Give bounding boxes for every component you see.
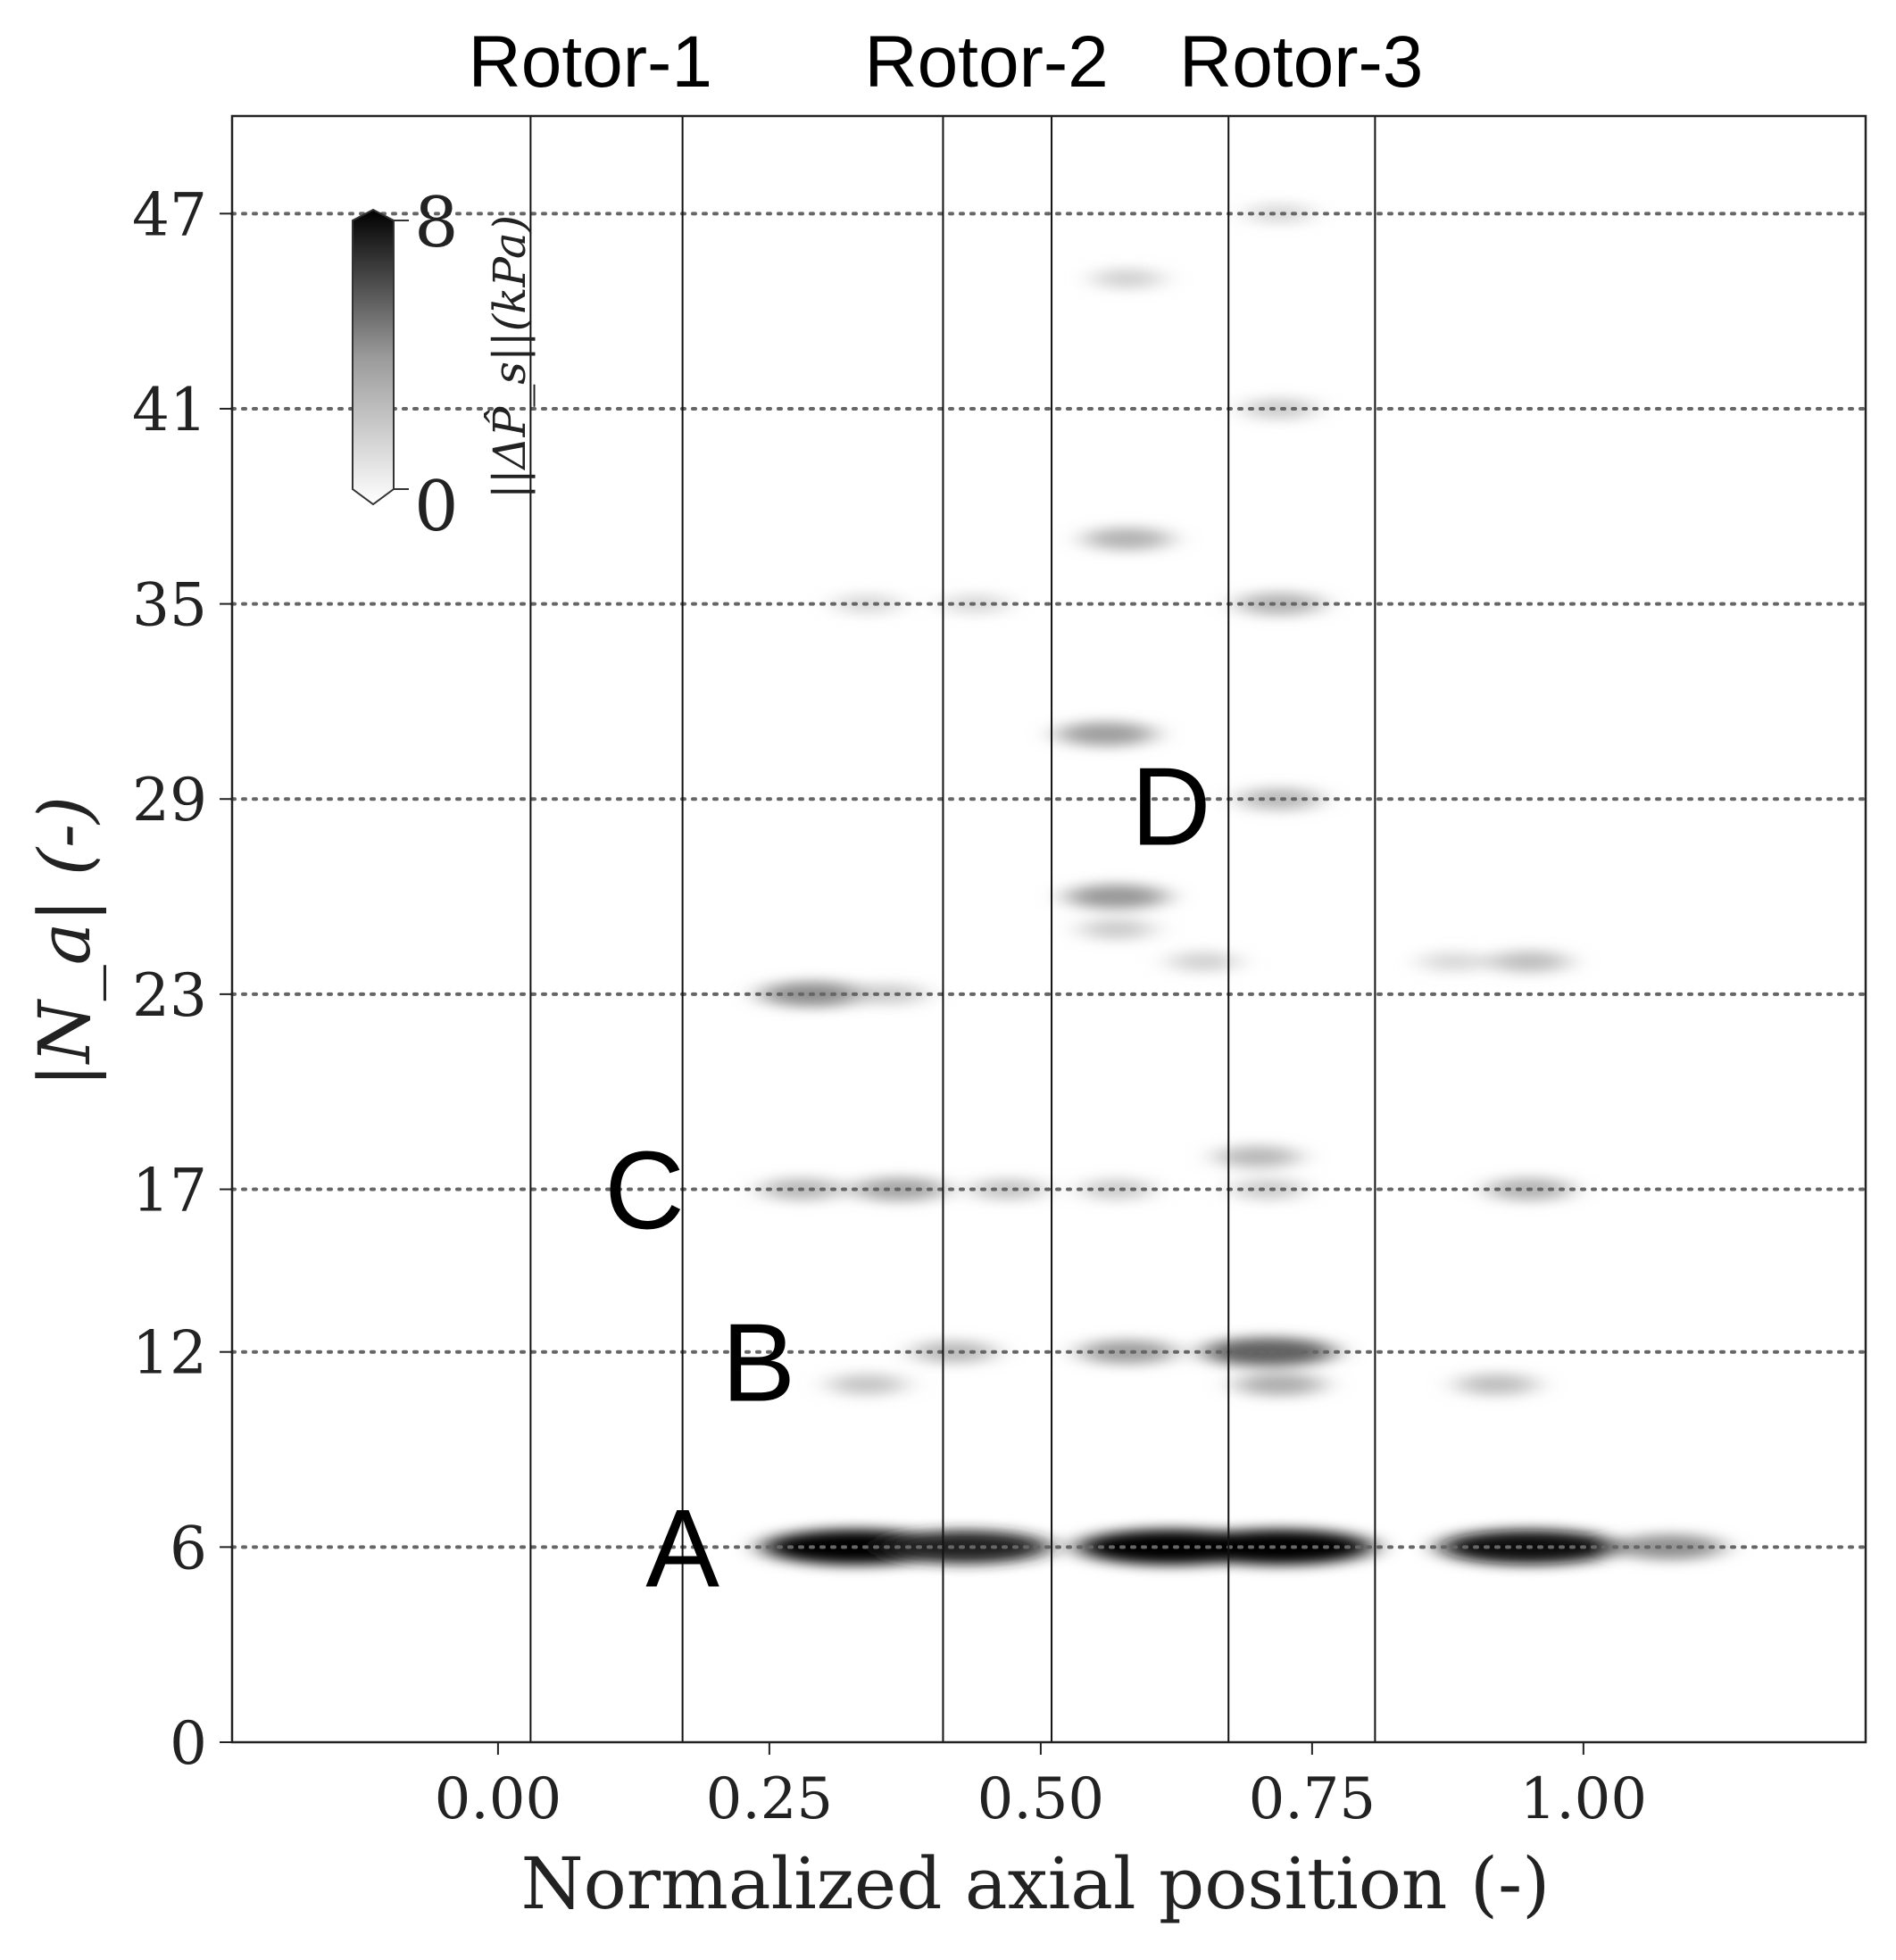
- y-axis-label: |N_a| (-): [23, 796, 106, 1087]
- annotation-label: B: [721, 1302, 795, 1425]
- x-tick-label: 0.50: [977, 1766, 1105, 1832]
- heat-cell: [1084, 527, 1172, 551]
- y-tick-label: 47: [132, 180, 207, 249]
- x-tick-label: 0.00: [435, 1766, 562, 1832]
- heat-cell: [1202, 1337, 1336, 1366]
- heat-cell: [1232, 1178, 1306, 1200]
- heat-cell: [1185, 1529, 1374, 1566]
- heatmap-layer: [759, 203, 1725, 1566]
- heat-cell: [1216, 1145, 1301, 1168]
- gridlines: [230, 212, 1867, 1549]
- heat-cell: [1243, 397, 1317, 419]
- heat-cell: [1078, 1339, 1177, 1365]
- heat-cell: [1056, 721, 1155, 747]
- rotor-label: Rotor-3: [1179, 21, 1423, 103]
- heat-cell: [1079, 1178, 1153, 1200]
- annotations: ABC D: [604, 746, 1210, 1611]
- heat-cell: [1235, 592, 1324, 616]
- annotation-label: C: [604, 1130, 685, 1253]
- heat-cell: [1456, 1373, 1537, 1396]
- y-axis-ticks: 0 6 12 17 23 29 35 41 47: [132, 180, 232, 1778]
- plot-frame: [230, 114, 1867, 1744]
- colorbar-label: ||ΔP̂_s||(kPa): [483, 215, 536, 499]
- y-tick-label: 6: [170, 1514, 207, 1582]
- x-tick-label: 0.75: [1249, 1766, 1376, 1832]
- colorbar-min-label: 0: [414, 467, 459, 547]
- heat-cell: [1093, 268, 1163, 289]
- y-tick-label: 23: [132, 961, 207, 1030]
- colorbar-max-label: 8: [414, 183, 459, 263]
- plot-background: [232, 116, 1866, 1742]
- rotor-boundary-lines: [529, 116, 1376, 1742]
- heat-blobs: [759, 203, 1725, 1566]
- heat-cell: [828, 1373, 906, 1396]
- heat-cell: [1235, 1373, 1325, 1397]
- x-tick-label: 1.00: [1520, 1766, 1648, 1832]
- annotation-label: D: [1131, 746, 1211, 869]
- y-tick-label: 17: [132, 1157, 207, 1225]
- x-tick-label: 0.25: [706, 1766, 834, 1832]
- heat-cell: [1237, 787, 1322, 810]
- colorbar: 8 0 ||ΔP̂_s||(kPa): [352, 183, 536, 547]
- rotor-label: Rotor-1: [469, 21, 712, 103]
- y-tick-label: 29: [132, 766, 207, 835]
- heat-cell: [1079, 918, 1153, 940]
- heat-cell: [1065, 884, 1168, 909]
- annotation-label: A: [645, 1487, 719, 1610]
- rotor-label: Rotor-2: [864, 21, 1108, 103]
- x-axis-label: Normalized axial position (-): [521, 1842, 1551, 1925]
- heat-cell: [969, 1178, 1047, 1200]
- x-axis-ticks: 0.00 0.25 0.50 0.75 1.00: [435, 1742, 1647, 1832]
- y-tick-label: 35: [132, 571, 207, 640]
- y-tick-label: 12: [132, 1319, 207, 1388]
- heat-cell: [1419, 951, 1486, 972]
- colorbar-body: [352, 208, 395, 506]
- y-tick-label: 0: [170, 1709, 207, 1778]
- heat-cell: [1246, 203, 1313, 224]
- heat-cell: [1168, 951, 1239, 973]
- rotor-labels: Rotor-1 Rotor-2 Rotor-3: [469, 21, 1424, 103]
- y-tick-label: 41: [132, 376, 207, 444]
- heat-cell: [1489, 950, 1570, 973]
